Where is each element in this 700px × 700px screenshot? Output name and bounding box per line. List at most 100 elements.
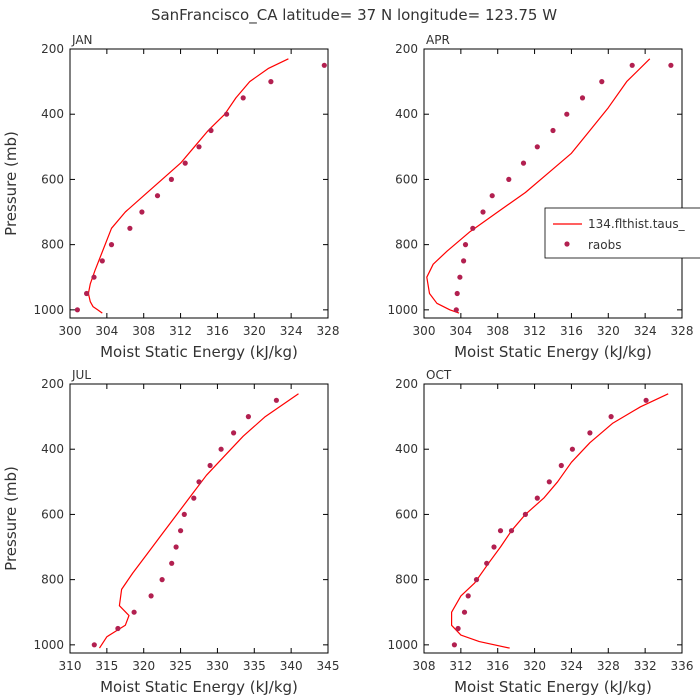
raobs-point: [534, 144, 540, 150]
panel-apr: APR 300 304 308 312 316 320 324 328 200 400 600 800 1…: [387, 33, 693, 361]
raobs-point: [245, 414, 251, 420]
y-tick-label: 400: [395, 442, 418, 456]
x-tick-label: 320: [243, 324, 266, 338]
x-tick-label: 308: [413, 659, 436, 673]
plot-frame: [69, 383, 329, 654]
raobs-point: [489, 193, 495, 199]
raobs-point: [168, 176, 174, 182]
raobs-point: [451, 642, 457, 648]
x-tick-label: 328: [597, 659, 620, 673]
x-tick-label: 304: [95, 324, 118, 338]
raobs-point: [462, 242, 469, 248]
raobs-point: [564, 111, 570, 117]
x-tick-label: 325: [169, 659, 192, 673]
x-tick-label: 300: [413, 324, 436, 338]
panel-oct: OCT 308 312 316 320 324 328 332 336 200 400 600 800 1…: [387, 368, 693, 696]
model-profile-line: [98, 393, 299, 649]
model-profile-line: [426, 58, 651, 314]
raobs-point: [480, 209, 486, 215]
raobs-point: [115, 625, 121, 632]
raobs-point: [491, 544, 497, 550]
y-tick-label: 1000: [387, 638, 418, 652]
raobs-point: [569, 446, 576, 452]
y-tick-label: 1000: [387, 303, 418, 317]
panels: JAN 300 304 308 312 316 320 324 328 200 400 600 800 1…: [2, 33, 700, 696]
panel-jan: JAN 300 304 308 312 316 320 324 328 200 400 600 800 1…: [2, 33, 339, 361]
raobs-point: [546, 479, 552, 485]
raobs-point: [108, 242, 115, 248]
plot-frame: [69, 48, 329, 319]
model-profile-line: [451, 393, 669, 649]
x-tick-label: 330: [206, 659, 229, 673]
x-tick-label: 324: [560, 659, 583, 673]
raobs-point: [127, 225, 133, 231]
x-tick-label: 320: [597, 324, 620, 338]
raobs-point: [461, 258, 467, 264]
y-tick-label: 400: [41, 107, 64, 121]
raobs-point: [465, 593, 471, 599]
x-tick-label: 310: [59, 659, 82, 673]
y-tick-label: 400: [395, 107, 418, 121]
y-tick-label: 200: [41, 377, 64, 391]
raobs-point: [470, 225, 476, 231]
raobs-point: [84, 290, 90, 297]
y-tick-label: 1000: [33, 638, 64, 652]
y-tick-label: 800: [395, 238, 418, 252]
raobs-point: [321, 62, 327, 68]
raobs-point: [608, 414, 614, 420]
raobs-point: [599, 79, 605, 85]
x-tick-label: 315: [95, 659, 118, 673]
x-axis-label: Moist Static Energy (kJ/kg): [454, 678, 652, 696]
raobs-point: [454, 290, 460, 297]
x-tick-label: 320: [132, 659, 155, 673]
y-tick-label: 600: [395, 507, 418, 521]
x-tick-label: 320: [523, 659, 546, 673]
raobs-point: [473, 577, 480, 583]
panel-label: JUL: [71, 368, 91, 382]
raobs-point: [224, 111, 230, 117]
x-tick-label: 312: [449, 659, 472, 673]
plot-frame: [423, 383, 683, 654]
panel-jul: JUL 310 315 320 325 330 335 340 345 200 400 600 800 1…: [2, 368, 339, 696]
y-tick-label: 600: [395, 172, 418, 186]
x-tick-label: 332: [634, 659, 657, 673]
raobs-point: [587, 430, 593, 436]
raobs-point: [453, 307, 459, 313]
x-tick-label: 335: [243, 659, 266, 673]
raobs-point: [231, 430, 237, 436]
x-tick-label: 308: [132, 324, 155, 338]
raobs-point: [240, 95, 246, 101]
raobs-point: [497, 528, 504, 534]
raobs-point: [534, 495, 540, 501]
x-tick-label: 308: [486, 324, 509, 338]
raobs-point: [191, 495, 197, 501]
raobs-point: [178, 528, 184, 534]
raobs-point: [91, 642, 97, 648]
legend: 134.flthist.taus_raobs: [544, 207, 700, 259]
y-axis-label: Pressure (mb): [2, 466, 20, 571]
raobs-point: [131, 609, 137, 615]
raobs-point: [558, 462, 564, 469]
raobs-point: [457, 274, 463, 280]
x-axis-label: Moist Static Energy (kJ/kg): [100, 343, 298, 361]
y-tick-label: 200: [41, 42, 64, 56]
raobs-point: [91, 274, 97, 280]
raobs-point: [455, 625, 461, 632]
raobs-point: [579, 95, 586, 101]
raobs-point: [173, 544, 179, 550]
x-axis-label: Moist Static Energy (kJ/kg): [454, 343, 652, 361]
plot-frame: [423, 48, 683, 319]
raobs-point: [74, 307, 80, 313]
figure-title: SanFrancisco_CA latitude= 37 N longitude…: [151, 6, 557, 25]
y-tick-label: 200: [395, 42, 418, 56]
legend-point-swatch: [564, 241, 570, 247]
x-tick-label: 304: [449, 324, 472, 338]
raobs-point: [550, 127, 556, 134]
raobs-point: [181, 511, 187, 517]
raobs-point: [522, 511, 529, 517]
raobs-point: [148, 593, 154, 599]
panel-label: JAN: [71, 33, 93, 47]
x-tick-label: 328: [671, 324, 694, 338]
x-tick-label: 345: [317, 659, 340, 673]
